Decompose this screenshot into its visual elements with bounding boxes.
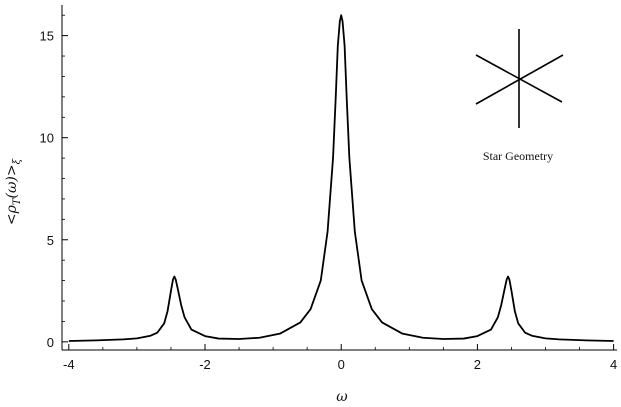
inset-label: Star Geometry	[483, 149, 553, 163]
star-geometry-icon	[475, 29, 564, 128]
x-tick-label: 4	[610, 357, 617, 372]
y-label-sub2: ξ	[12, 158, 23, 164]
x-ticks: -4 -2 0 2 4	[63, 344, 617, 372]
y-tick-label: 10	[40, 131, 54, 146]
y-label-sub: T	[12, 197, 23, 205]
x-axis-label: ω	[336, 389, 348, 405]
y-tick-label: 15	[40, 29, 54, 44]
x-tick-label: 2	[474, 357, 481, 372]
y-tick-label: 0	[47, 335, 54, 350]
x-tick-label: 0	[338, 357, 345, 372]
axes	[61, 5, 617, 351]
y-tick-label: 5	[47, 233, 54, 248]
y-label-mid: (ω)>	[4, 164, 20, 198]
x-tick-label: -2	[199, 357, 211, 372]
x-tick-label: -4	[63, 357, 75, 372]
y-ticks: 0 5 10 15	[40, 14, 68, 350]
y-axis-label: <ρT(ω)>ξ	[4, 158, 23, 225]
y-label-main: <ρ	[4, 204, 20, 225]
series-line	[68, 14, 614, 342]
